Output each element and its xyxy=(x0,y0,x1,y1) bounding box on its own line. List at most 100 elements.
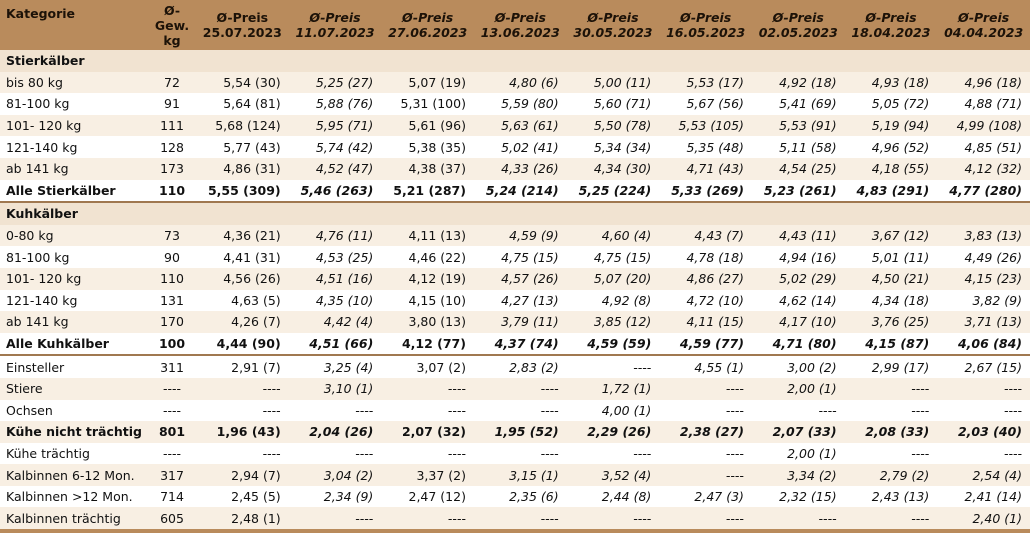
header-line2: 30.05.2023 xyxy=(573,25,653,40)
price-cell: 2,00 (1) xyxy=(751,377,845,400)
price-cell: 4,49 (26) xyxy=(937,246,1030,268)
price-cell: 4,71 (80) xyxy=(751,332,845,357)
row-label: Stierkälber xyxy=(0,50,1030,72)
weight-cell: 128 xyxy=(148,136,196,158)
price-cell: 4,44 (90) xyxy=(196,332,289,357)
price-cell: 5,24 (214) xyxy=(473,179,567,204)
price-cell: 4,86 (27) xyxy=(659,267,752,290)
price-cell: ---- xyxy=(473,442,567,465)
price-cell: 3,04 (2) xyxy=(288,464,382,486)
header-preis-4: Ø-Preis 13.06.2023 xyxy=(473,0,567,50)
header-line2: 27.06.2023 xyxy=(388,25,468,40)
row-label: 0-80 kg xyxy=(0,224,148,247)
table-row: 121-140 kg 128 5,77 (43) 5,74 (42) 5,38 (35)… xyxy=(0,136,1030,158)
price-cell: 3,67 (12) xyxy=(844,224,938,247)
price-cell: 3,00 (2) xyxy=(751,355,845,378)
price-cell: 5,53 (91) xyxy=(751,114,845,137)
price-cell: 4,96 (52) xyxy=(844,136,938,158)
weight-cell: 714 xyxy=(148,485,196,508)
price-cell: 4,56 (26) xyxy=(196,267,289,290)
price-cell: 4,06 (84) xyxy=(937,332,1030,357)
price-cell: 4,50 (21) xyxy=(844,267,938,290)
price-cell: 5,33 (269) xyxy=(659,179,752,204)
price-cell: ---- xyxy=(473,399,567,422)
price-cell: ---- xyxy=(381,377,474,400)
price-cell: 4,11 (15) xyxy=(659,311,752,333)
header-line1: Ø-Preis xyxy=(680,10,732,25)
price-cell: 4,51 (66) xyxy=(288,332,382,357)
row-label: 121-140 kg xyxy=(0,136,148,158)
price-cell: 4,18 (55) xyxy=(844,157,938,180)
price-cell: 5,31 (100) xyxy=(381,93,474,115)
price-cell: 3,80 (13) xyxy=(381,311,474,333)
price-cell: 3,83 (13) xyxy=(937,224,1030,247)
row-label: Kühe trächtig xyxy=(0,442,148,465)
price-cell: ---- xyxy=(751,399,845,422)
price-cell: 4,96 (18) xyxy=(937,71,1030,94)
price-cell: ---- xyxy=(751,507,845,530)
price-cell: 2,99 (17) xyxy=(844,355,938,378)
table-row: ab 141 kg 173 4,86 (31) 4,52 (47) 4,38 (37) 4… xyxy=(0,157,1030,180)
price-cell: 4,62 (14) xyxy=(751,289,845,312)
table-row: Kalbinnen 6-12 Mon. 317 2,94 (7) 3,04 (2) 3,… xyxy=(0,464,1030,486)
price-cell: 4,75 (15) xyxy=(566,246,660,268)
price-cell: 2,44 (8) xyxy=(566,485,660,508)
table-row: 101- 120 kg 110 4,56 (26) 4,51 (16) 4,12 (19… xyxy=(0,267,1030,290)
price-cell: 5,35 (48) xyxy=(659,136,752,158)
price-cell: 4,38 (37) xyxy=(381,157,474,180)
price-cell: 2,07 (33) xyxy=(751,421,845,443)
price-cell: 3,25 (4) xyxy=(288,355,382,378)
row-label: Kuhkälber xyxy=(0,202,1030,225)
price-cell: 5,54 (30) xyxy=(196,71,289,94)
price-cell: 4,43 (7) xyxy=(659,224,752,247)
row-label: Stiere xyxy=(0,377,148,400)
row-label: Kalbinnen 6-12 Mon. xyxy=(0,464,148,486)
total-row: Alle Kuhkälber 100 4,44 (90) 4,51 (66) 4,12 … xyxy=(0,332,1030,357)
header-line1: Ø-Preis xyxy=(587,10,639,25)
price-cell: 4,86 (31) xyxy=(196,157,289,180)
weight-cell: 100 xyxy=(148,332,196,357)
weight-cell: 72 xyxy=(148,71,196,94)
header-line1: Ø-Preis xyxy=(402,10,454,25)
weight-cell: 90 xyxy=(148,246,196,268)
price-cell: 5,07 (20) xyxy=(566,267,660,290)
price-cell: 4,92 (18) xyxy=(751,71,845,94)
price-cell: ---- xyxy=(196,399,289,422)
weight-cell: 173 xyxy=(148,157,196,180)
price-cell: 2,00 (1) xyxy=(751,442,845,465)
row-label: 81-100 kg xyxy=(0,246,148,268)
price-cell: 2,08 (33) xyxy=(844,421,938,443)
table-row: Kalbinnen >12 Mon. 714 2,45 (5) 2,34 (9) 2,4… xyxy=(0,485,1030,508)
weight-cell: 110 xyxy=(148,267,196,290)
price-cell: 4,33 (26) xyxy=(473,157,567,180)
price-cell: 5,50 (78) xyxy=(566,114,660,137)
price-cell: 4,60 (4) xyxy=(566,224,660,247)
table-row: Kühe trächtig ---- ---- ---- ---- ---- ---- ---… xyxy=(0,442,1030,465)
weight-cell: 170 xyxy=(148,311,196,333)
price-cell: 5,68 (124) xyxy=(196,114,289,137)
weight-cell: 91 xyxy=(148,93,196,115)
price-cell: 5,07 (19) xyxy=(381,71,474,94)
row-label: 81-100 kg xyxy=(0,93,148,115)
price-cell: 3,71 (13) xyxy=(937,311,1030,333)
price-cell: 4,76 (11) xyxy=(288,224,382,247)
price-cell: 4,93 (18) xyxy=(844,71,938,94)
weight-cell: 110 xyxy=(148,179,196,204)
header-line1: Ø-Preis xyxy=(772,10,824,25)
price-cell: 4,17 (10) xyxy=(751,311,845,333)
price-cell: 4,52 (47) xyxy=(288,157,382,180)
price-cell: ---- xyxy=(196,377,289,400)
price-cell: 2,04 (26) xyxy=(288,421,382,443)
section-row: Stierkälber xyxy=(0,50,1030,72)
row-label: bis 80 kg xyxy=(0,71,148,94)
table-row: Kalbinnen trächtig 605 2,48 (1) ---- ---- ---… xyxy=(0,507,1030,530)
row-label: 101- 120 kg xyxy=(0,267,148,290)
price-cell: 4,15 (87) xyxy=(844,332,938,357)
price-cell: 4,27 (13) xyxy=(473,289,567,312)
price-cell: 5,88 (76) xyxy=(288,93,382,115)
price-cell: 2,47 (12) xyxy=(381,485,474,508)
row-label: Kalbinnen >12 Mon. xyxy=(0,485,148,508)
header-line1: Ø-Gew. xyxy=(154,2,190,33)
price-cell: 5,38 (35) xyxy=(381,136,474,158)
